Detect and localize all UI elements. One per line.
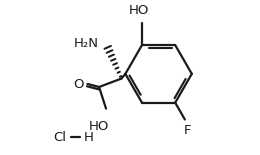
Text: HO: HO [128,4,149,17]
Text: F: F [184,124,192,137]
Text: H: H [84,131,94,144]
Text: HO: HO [89,120,109,133]
Text: Cl: Cl [53,131,66,144]
Text: O: O [73,78,84,91]
Text: H₂N: H₂N [73,37,98,50]
